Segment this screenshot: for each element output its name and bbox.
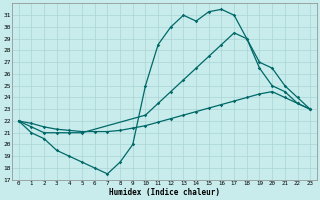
X-axis label: Humidex (Indice chaleur): Humidex (Indice chaleur) xyxy=(109,188,220,197)
